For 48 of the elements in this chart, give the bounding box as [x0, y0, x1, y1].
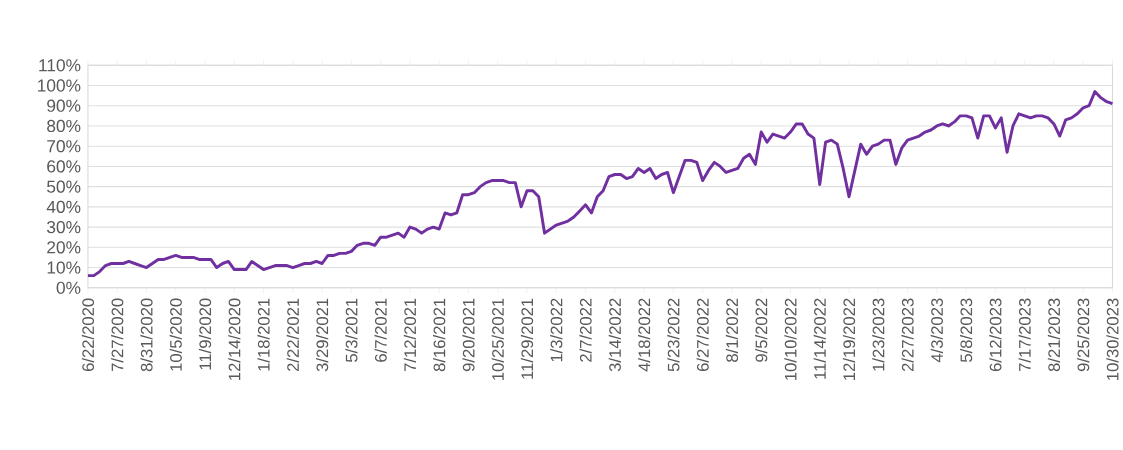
- x-tick-label: 7/27/2020: [111, 298, 124, 371]
- x-tick-label: 2/27/2023: [901, 298, 914, 371]
- y-tick-label: 40%: [46, 200, 81, 213]
- x-tick-label: 2/22/2021: [286, 298, 299, 371]
- x-tick-label: 1/3/2022: [550, 298, 563, 362]
- x-tick-label: 12/19/2022: [842, 298, 856, 380]
- x-tick-label: 8/31/2020: [140, 298, 153, 372]
- x-tick-label: 10/25/2021: [491, 298, 504, 380]
- x-tick-label: 3/29/2021: [315, 298, 329, 372]
- x-tick-label: 6/12/2023: [989, 298, 1002, 371]
- x-tick-label: 4/3/2023: [930, 298, 943, 363]
- x-tick-label: 11/14/2022: [813, 298, 826, 379]
- x-tick-label: 4/18/2022: [637, 298, 651, 372]
- x-tick-label: 7/17/2023: [1018, 298, 1031, 371]
- y-tick-label: 60%: [47, 160, 81, 173]
- x-tick-label: 5/8/2023: [959, 298, 973, 362]
- x-tick-label: 3/14/2022: [608, 298, 621, 372]
- x-tick-label: 5/3/2021: [345, 298, 358, 362]
- y-tick-label: 0%: [56, 281, 81, 294]
- x-tick-label: 12/14/2020: [228, 298, 241, 380]
- x-tick-label: 1/18/2021: [257, 298, 270, 371]
- x-tick-label: 9/25/2023: [1077, 298, 1090, 371]
- x-tick-label: 11/29/2021: [520, 298, 534, 379]
- x-tick-label: 7/12/2021: [403, 298, 417, 371]
- x-tick-label: 8/1/2022: [725, 298, 739, 362]
- y-tick-label: 100%: [38, 79, 81, 92]
- x-tick-label: 10/10/2022: [784, 298, 797, 380]
- y-tick-label: 10%: [47, 261, 81, 274]
- x-tick-label: 6/22/2020: [81, 298, 95, 371]
- x-tick-label: 2/7/2022: [579, 298, 592, 362]
- y-tick-label: 30%: [47, 220, 81, 234]
- y-tick-label: 110%: [39, 58, 81, 72]
- y-tick-label: 80%: [47, 119, 81, 132]
- y-tick-label: 50%: [47, 180, 81, 193]
- x-tick-label: 10/5/2020: [169, 298, 182, 371]
- x-tick-label: 6/27/2022: [696, 298, 709, 371]
- x-tick-label: 1/23/2023: [872, 298, 885, 371]
- x-tick-label: 6/7/2021: [374, 298, 387, 362]
- x-tick-label: 11/9/2020: [198, 298, 212, 370]
- x-tick-label: 9/5/2022: [755, 298, 768, 362]
- y-tick-label: 20%: [47, 241, 81, 254]
- x-tick-label: 5/23/2022: [667, 298, 680, 372]
- y-tick-label: 90%: [47, 99, 81, 112]
- x-tick-label: 8/16/2021: [433, 298, 446, 372]
- x-tick-label: 9/20/2021: [462, 298, 475, 371]
- y-tick-label: 70%: [47, 139, 81, 153]
- x-tick-label: 10/30/2023: [1106, 298, 1119, 380]
- x-tick-label: 8/21/2023: [1047, 298, 1061, 372]
